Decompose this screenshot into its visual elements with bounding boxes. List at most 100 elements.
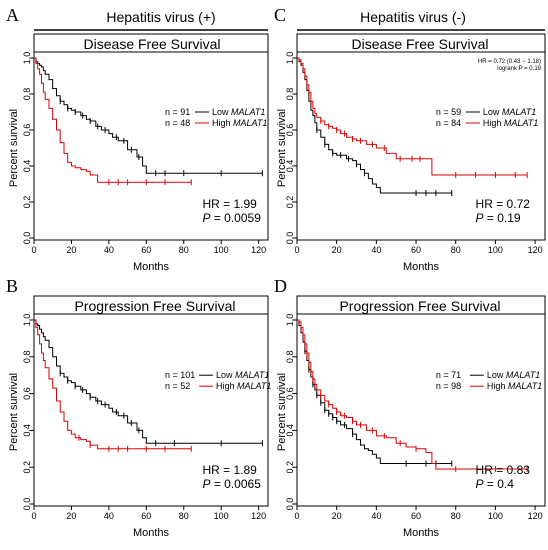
y-tick-label: 0.8 [285, 351, 295, 364]
hr-value: HR = 0.83 [476, 463, 531, 477]
panel-a-chart: Disease Free Survival 0.0 0.2 0.4 0.6 0.8 1.0 0… [8, 33, 269, 273]
letter-d: D [274, 276, 287, 296]
x-tick-label: 20 [66, 511, 76, 521]
high-n-count: n = 98 [436, 381, 461, 391]
y-tick-label: 0.6 [22, 387, 32, 400]
y-axis-label: Percent survival [276, 373, 288, 451]
y-tick-label: 0.2 [22, 196, 32, 209]
inset-hr-text: HR = 0.72 (0.43 − 1.18) [478, 59, 541, 65]
high-n-count: n = 48 [165, 118, 190, 128]
x-tick-label: 0 [31, 245, 36, 255]
chart-title: Disease Free Survival [84, 36, 221, 52]
y-tick-label: 1.0 [22, 314, 32, 327]
plot-frame [296, 33, 546, 241]
y-tick-label: 0.6 [285, 387, 295, 400]
x-tick-label: 20 [332, 245, 342, 255]
y-tick-label: 0.6 [285, 124, 295, 137]
letter-c: C [274, 5, 286, 25]
y-axis-label: Percent survival [8, 373, 20, 451]
x-tick-label: 100 [488, 511, 503, 521]
y-tick-label: 0.0 [285, 498, 295, 511]
low-malat1-curve [34, 57, 263, 174]
y-tick-label: 0.2 [285, 461, 295, 474]
y-tick-label: 0.0 [22, 498, 32, 511]
high-malat1-curve [34, 319, 192, 450]
x-tick-label: 0 [294, 511, 299, 521]
p-value: P = 0.0065 [202, 477, 261, 491]
chart-title: Progression Free Survival [339, 298, 500, 314]
high-malat1-curve [34, 57, 192, 183]
p-value: P = 0.4 [476, 477, 515, 491]
low-n-count: n = 59 [436, 107, 461, 117]
plot-frame [33, 33, 269, 241]
y-tick-label: 1.0 [22, 52, 32, 65]
plot-frame [296, 295, 546, 507]
x-tick-label: 0 [31, 511, 36, 521]
header-hepatitis-negative: Hepatitis virus (-) [360, 9, 466, 25]
y-tick-label: 0.4 [22, 160, 32, 173]
y-tick-label: 0.8 [285, 88, 295, 101]
x-tick-label: 80 [179, 511, 189, 521]
x-tick-label: 80 [451, 245, 461, 255]
panel-d-chart: Progression Free Survival 0.0 0.2 0.4 0.6 0.8… [276, 295, 546, 539]
x-tick-label: 40 [104, 245, 114, 255]
x-axis-label: Months [403, 527, 440, 539]
x-tick-label: 80 [451, 511, 461, 521]
high-malat1-curve [297, 319, 528, 470]
x-tick-label: 20 [332, 511, 342, 521]
x-tick-label: 120 [251, 511, 266, 521]
x-tick-label: 60 [141, 245, 151, 255]
low-malat1-curve [34, 319, 263, 444]
x-tick-label: 20 [66, 245, 76, 255]
y-axis-label: Percent survival [8, 109, 20, 187]
high-n-count: n = 84 [436, 118, 461, 128]
low-malat1-curve [297, 319, 452, 464]
y-tick-label: 0.2 [22, 461, 32, 474]
x-tick-label: 120 [528, 511, 543, 521]
high-legend-label: High MALAT1 [212, 118, 267, 128]
x-tick-label: 40 [371, 511, 381, 521]
x-tick-label: 120 [251, 245, 266, 255]
chart-title: Disease Free Survival [352, 36, 489, 52]
p-value: P = 0.19 [476, 211, 521, 225]
inset-logrank-text: logrank P = 0.19 [497, 66, 541, 72]
y-tick-label: 0.8 [22, 351, 32, 364]
x-tick-label: 120 [528, 245, 543, 255]
hr-value: HR = 1.89 [202, 463, 257, 477]
low-n-count: n = 71 [436, 370, 461, 380]
y-tick-label: 0.8 [22, 88, 32, 101]
x-tick-label: 40 [104, 511, 114, 521]
high-legend-label: High MALAT1 [216, 381, 271, 391]
letter-a: A [6, 5, 19, 25]
y-tick-label: 0.0 [22, 232, 32, 245]
high-legend-label: High MALAT1 [483, 118, 538, 128]
high-n-count: n = 52 [165, 381, 190, 391]
low-legend-label: Low MALAT1 [212, 107, 265, 117]
low-legend-label: Low MALAT1 [483, 107, 536, 117]
x-tick-label: 0 [294, 245, 299, 255]
plot-frame [33, 295, 269, 507]
x-tick-label: 60 [411, 511, 421, 521]
x-axis-label: Months [133, 261, 170, 273]
y-tick-label: 0.4 [22, 424, 32, 437]
y-tick-label: 0.4 [285, 160, 295, 173]
y-tick-label: 0.2 [285, 196, 295, 209]
hr-value: HR = 1.99 [202, 197, 257, 211]
x-tick-label: 100 [214, 511, 229, 521]
low-n-count: n = 91 [165, 107, 190, 117]
header-hepatitis-positive: Hepatitis virus (+) [106, 9, 215, 25]
low-legend-label: Low MALAT1 [487, 370, 540, 380]
x-tick-label: 60 [411, 245, 421, 255]
x-tick-label: 40 [371, 245, 381, 255]
x-axis-label: Months [403, 261, 440, 273]
x-tick-label: 100 [214, 245, 229, 255]
high-malat1-curve [297, 57, 528, 176]
x-axis-label: Months [133, 527, 170, 539]
low-legend-label: Low MALAT1 [216, 370, 269, 380]
y-axis-label: Percent survival [276, 109, 288, 187]
x-tick-label: 60 [141, 511, 151, 521]
panel-c-chart: Disease Free Survival 0.0 0.2 0.4 0.6 0.8 1.0 0… [276, 33, 546, 273]
p-value: P = 0.0059 [202, 211, 261, 225]
x-tick-label: 80 [179, 245, 189, 255]
